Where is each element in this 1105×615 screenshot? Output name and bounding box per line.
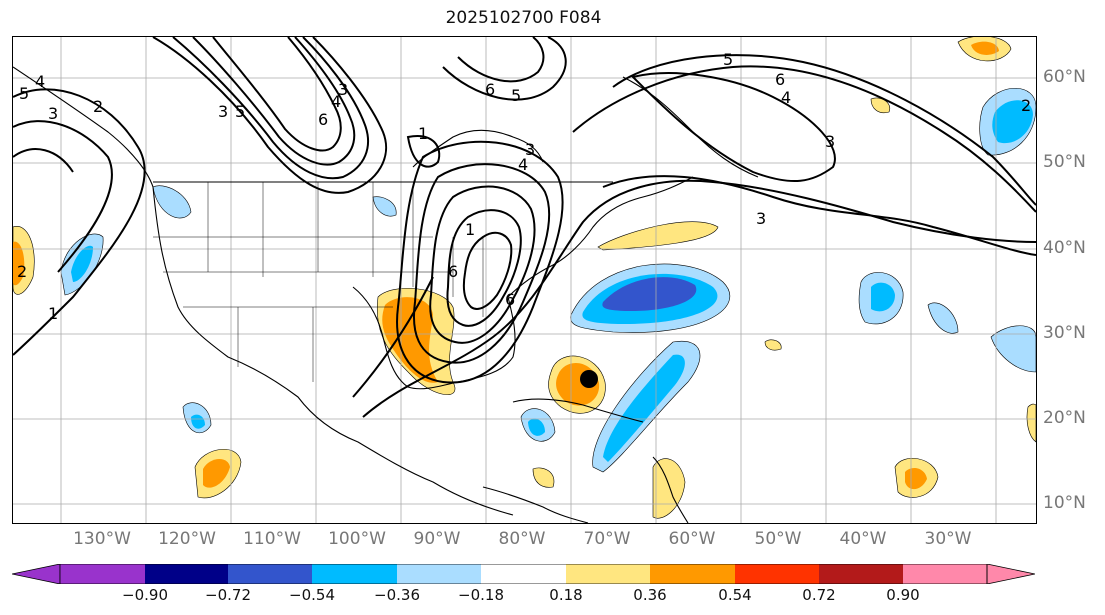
contour-value-labels: 5 4 3 3 2 6 5 3 1 5 6 4 4 3 5 6 3 2 1 2 … bbox=[17, 50, 1031, 323]
colorbar-tick-label: −0.36 bbox=[374, 586, 420, 604]
colorbar-tick-label: 0.36 bbox=[633, 586, 667, 604]
colorbar-extend-min bbox=[12, 564, 61, 584]
lon-label: 90°W bbox=[413, 529, 461, 549]
colorbar-bin bbox=[650, 564, 735, 584]
lat-label: 50°N bbox=[1043, 152, 1086, 172]
lon-label: 30°W bbox=[924, 529, 972, 549]
contour-label: 1 bbox=[418, 124, 428, 143]
contour-label: 6 bbox=[505, 290, 515, 309]
colorbar-tick-label: −0.54 bbox=[289, 586, 335, 604]
contour-lines bbox=[13, 37, 1036, 418]
contour-label: 6 bbox=[318, 110, 328, 129]
lon-label: 40°W bbox=[839, 529, 887, 549]
contour-label: 4 bbox=[35, 72, 45, 91]
contour-label: 5 bbox=[19, 84, 29, 103]
colorbar-tick-label: 0.90 bbox=[886, 586, 920, 604]
colorbar-bin bbox=[566, 564, 650, 584]
lon-label: 60°W bbox=[668, 529, 716, 549]
lon-label: 120°W bbox=[158, 529, 216, 549]
political-borders bbox=[153, 182, 484, 382]
colorbar-tick-label: −0.90 bbox=[122, 586, 168, 604]
lon-label: 110°W bbox=[243, 529, 301, 549]
colorbar-bin bbox=[60, 564, 145, 584]
colorbar bbox=[12, 564, 1035, 584]
colorbar-bin bbox=[397, 564, 481, 584]
contour-label: 2 bbox=[17, 262, 27, 281]
lat-label: 30°N bbox=[1043, 323, 1086, 343]
storm-center-marker bbox=[580, 370, 598, 388]
contour-label: 3 bbox=[756, 209, 766, 228]
lon-label: 80°W bbox=[498, 529, 546, 549]
colorbar-tick-label: −0.72 bbox=[205, 586, 251, 604]
contour-label: 4 bbox=[518, 155, 528, 174]
colorbar-tick-label: 0.72 bbox=[802, 586, 836, 604]
lat-label: 60°N bbox=[1043, 67, 1086, 87]
colorbar-bin bbox=[735, 564, 819, 584]
map-title: 2025102700 F084 bbox=[445, 8, 602, 28]
contour-label: 5 bbox=[723, 50, 733, 69]
colorbar-extend-max bbox=[986, 564, 1035, 584]
colorbar-bin bbox=[819, 564, 903, 584]
colorbar-bin bbox=[312, 564, 397, 584]
lon-label: 70°W bbox=[583, 529, 631, 549]
anomaly-shading bbox=[13, 37, 1036, 519]
lat-label: 40°N bbox=[1043, 238, 1086, 258]
contour-label: 6 bbox=[448, 262, 458, 281]
contour-label: 3 bbox=[48, 104, 58, 123]
colorbar-tick-label: 0.54 bbox=[718, 586, 752, 604]
contour-label: 5 bbox=[235, 102, 245, 121]
contour-label: 4 bbox=[781, 88, 791, 107]
colorbar-bin bbox=[228, 564, 312, 584]
colorbar-bin bbox=[903, 564, 987, 584]
contour-label: 2 bbox=[1021, 96, 1031, 115]
lon-label: 130°W bbox=[73, 529, 131, 549]
colorbar-tick-label: 0.18 bbox=[549, 586, 583, 604]
lat-label: 10°N bbox=[1043, 493, 1086, 513]
contour-label: 3 bbox=[825, 132, 835, 151]
contour-label: 4 bbox=[331, 92, 341, 111]
graticule bbox=[13, 37, 1036, 523]
contour-label: 5 bbox=[511, 86, 521, 105]
contour-label: 6 bbox=[775, 70, 785, 89]
contour-label: 1 bbox=[48, 304, 58, 323]
contour-label: 2 bbox=[93, 97, 103, 116]
map-panel: 5 4 3 3 2 6 5 3 1 5 6 4 4 3 5 6 3 2 1 2 … bbox=[12, 36, 1037, 524]
colorbar-tick-label: −0.18 bbox=[458, 586, 504, 604]
contour-label: 3 bbox=[525, 140, 535, 159]
lon-label: 50°W bbox=[754, 529, 802, 549]
contour-label: 1 bbox=[465, 220, 475, 239]
contour-label: 3 bbox=[218, 102, 228, 121]
lon-label: 100°W bbox=[328, 529, 386, 549]
colorbar-bin bbox=[481, 564, 566, 584]
colorbar-bin bbox=[145, 564, 228, 584]
contour-label: 6 bbox=[485, 80, 495, 99]
lat-label: 20°N bbox=[1043, 408, 1086, 428]
contour-label: 3 bbox=[338, 80, 348, 99]
